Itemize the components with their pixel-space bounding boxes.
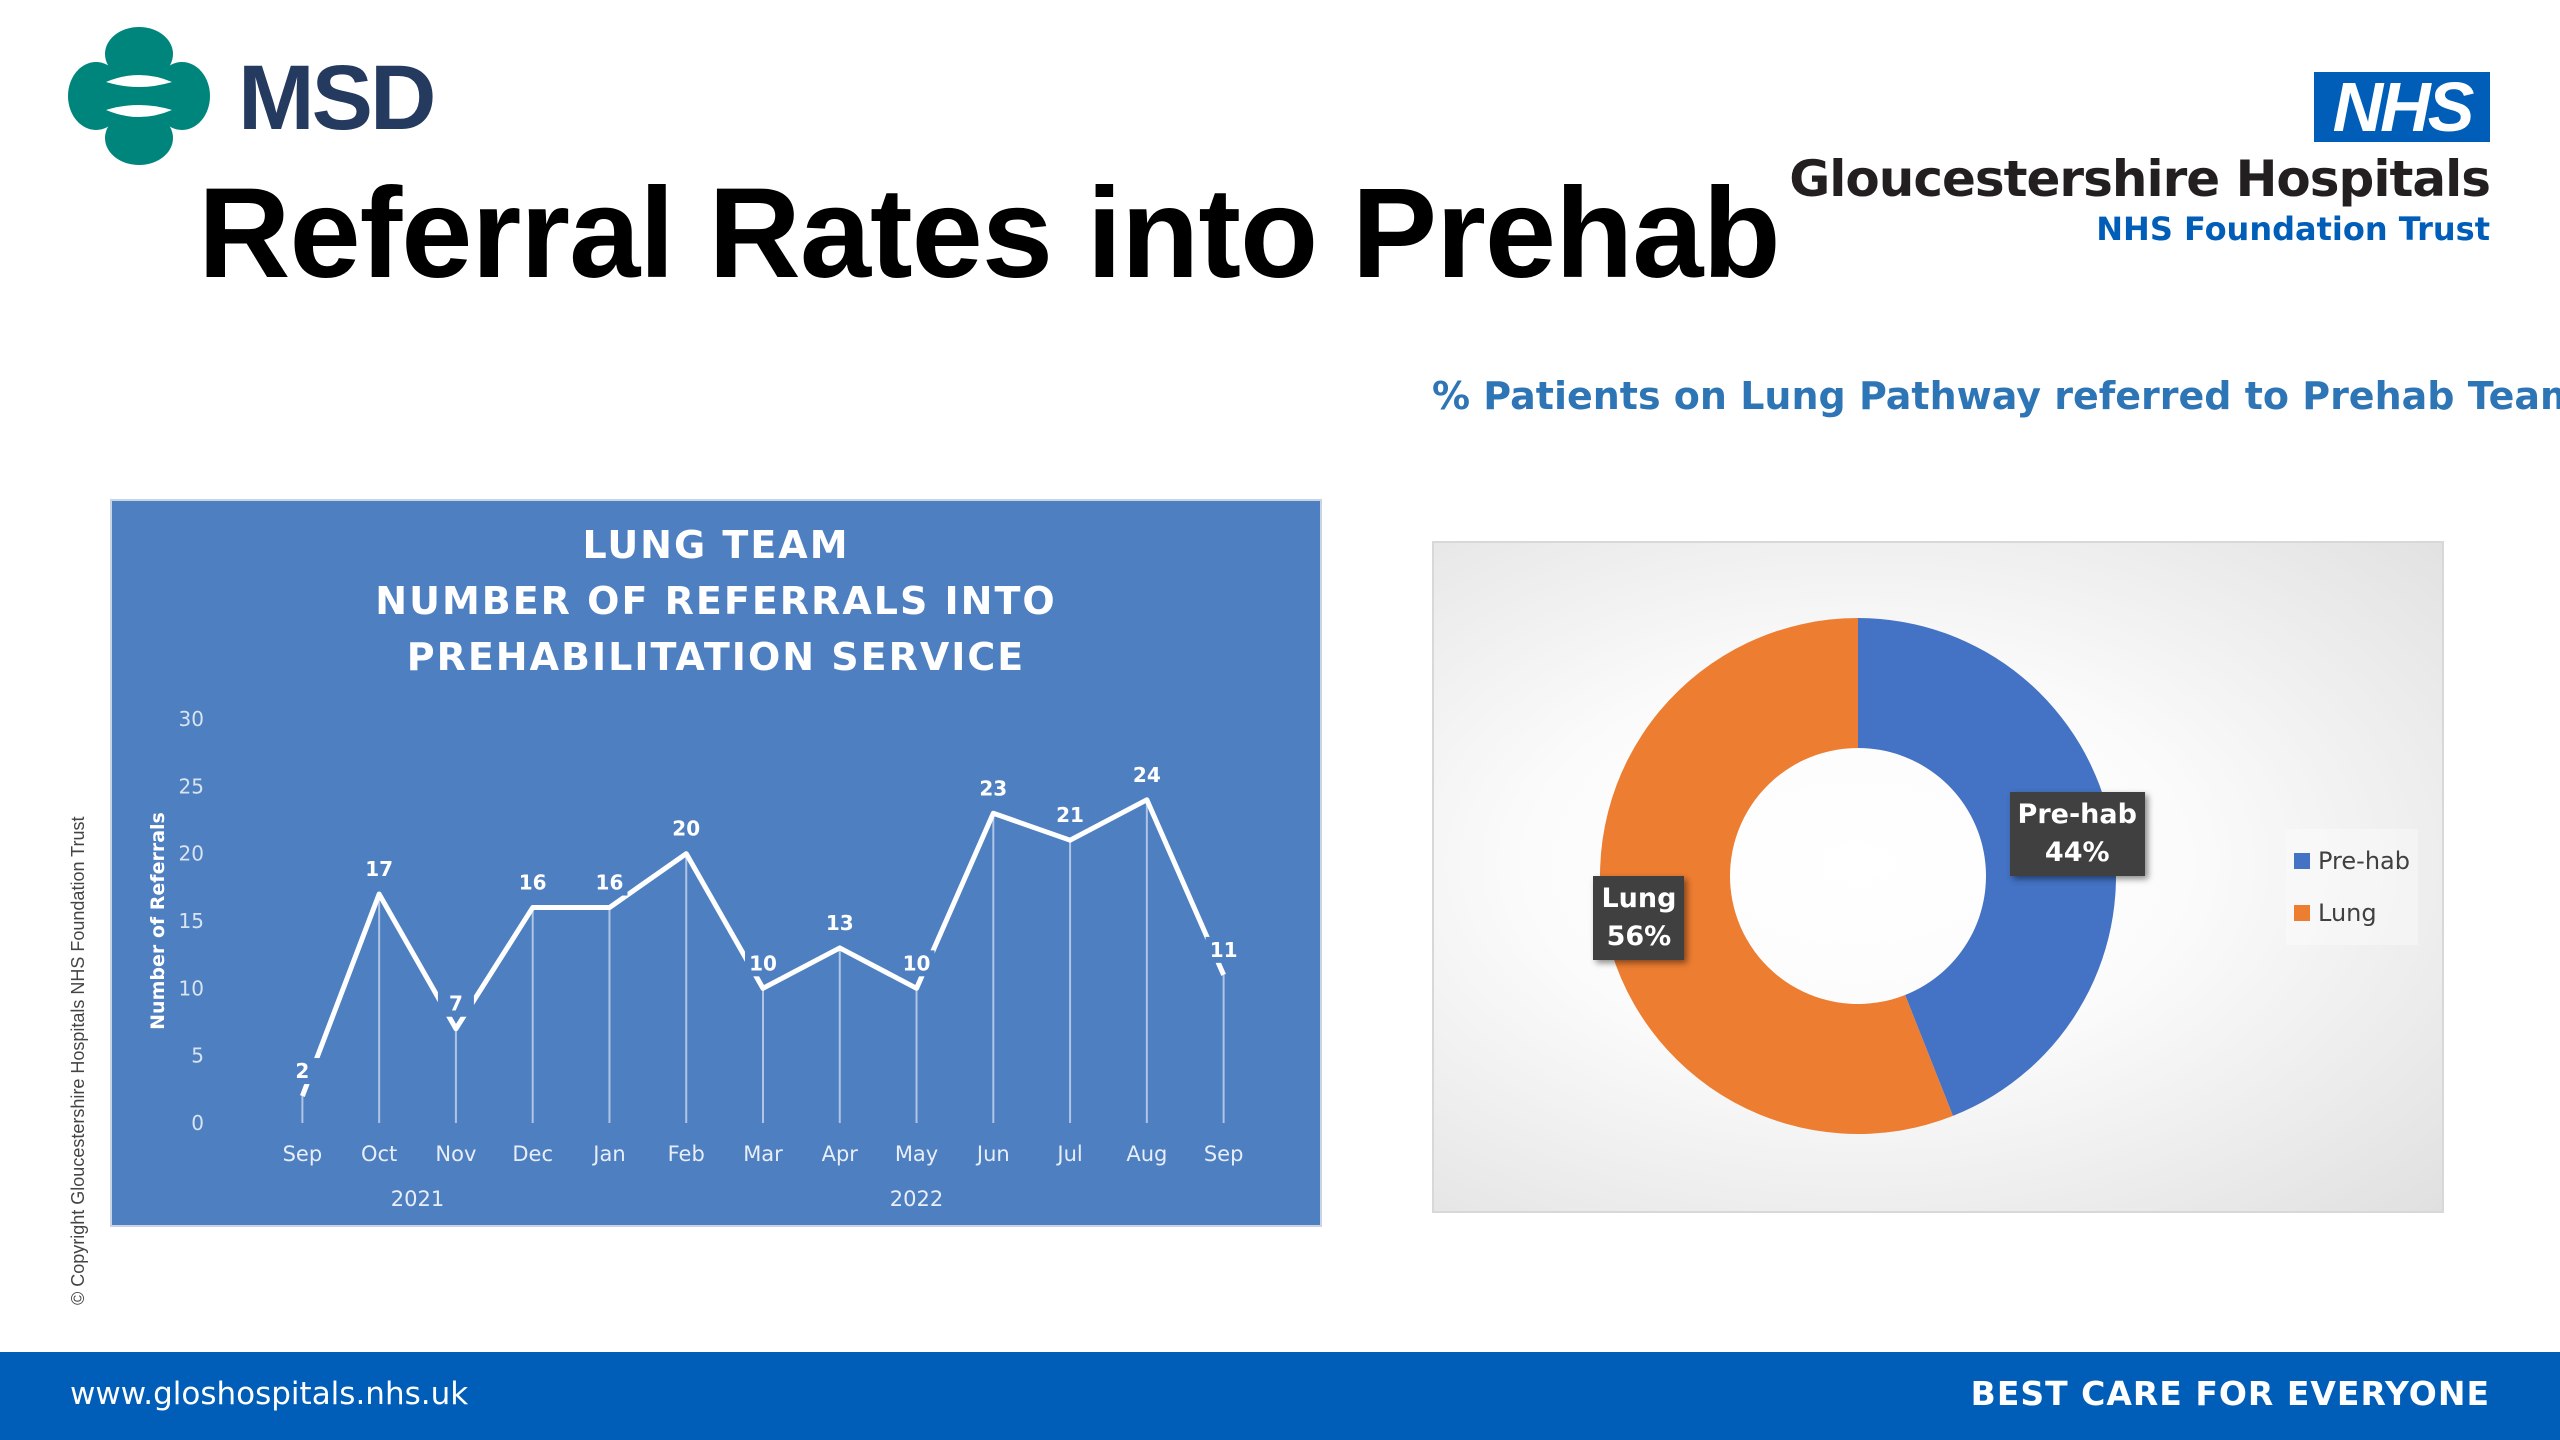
msd-logo-text: MSD — [238, 47, 436, 149]
y-tick-label: 0 — [191, 1111, 204, 1135]
x-tick-label: Nov — [435, 1142, 476, 1166]
legend-label: Lung — [2318, 899, 2377, 927]
legend-item: Pre-hab — [2294, 835, 2410, 887]
y-tick-label: 20 — [179, 842, 204, 866]
data-label-bg — [1052, 802, 1089, 829]
legend-item: Lung — [2294, 887, 2410, 939]
pie-chart-heading: % Patients on Lung Pathway referred to P… — [1432, 374, 2560, 418]
data-label-bg — [284, 1058, 321, 1085]
data-label: 10 — [903, 951, 931, 975]
data-label-bg — [1205, 936, 1242, 963]
footer-bar: www.gloshospitals.nhs.uk BEST CARE FOR E… — [0, 1352, 2560, 1440]
copyright-notice: © Copyright Gloucestershire Hospitals NH… — [68, 816, 88, 1305]
data-label: 16 — [596, 871, 624, 895]
y-tick-label: 10 — [179, 976, 204, 1000]
y-tick-label: 25 — [179, 774, 204, 798]
x-tick-label: Mar — [743, 1142, 783, 1166]
x-tick-label: Apr — [822, 1142, 859, 1166]
legend-swatch — [2294, 853, 2310, 869]
doughnut-chart — [1599, 618, 2116, 1134]
line-chart: 0 5 10 15 20 25 30 Number of Referrals 2 17 7 16 16 2… — [147, 707, 1244, 1211]
x-tick-label: Jul — [1055, 1142, 1082, 1166]
x-tick-label: Oct — [361, 1142, 397, 1166]
x-tick-label: Dec — [512, 1142, 553, 1166]
y-axis-title: Number of Referrals — [147, 812, 169, 1030]
footer-url[interactable]: www.gloshospitals.nhs.uk — [70, 1376, 469, 1412]
doughnut-data-label: Pre-hab 44% — [2009, 792, 2145, 877]
legend-label: Pre-hab — [2318, 847, 2410, 875]
data-label-bg — [821, 909, 858, 936]
data-label: 16 — [519, 871, 547, 895]
doughnut-slice-pre-hab — [1858, 618, 2116, 1116]
data-label-bg — [975, 775, 1012, 802]
x-tick-label: Feb — [668, 1142, 705, 1166]
line-chart-panel: LUNG TEAM NUMBER OF REFERRALS INTO PREHA… — [110, 499, 1322, 1227]
data-label: 7 — [449, 992, 463, 1016]
x-tick-label: Jun — [975, 1142, 1010, 1166]
nhs-logo: NHS — [2314, 72, 2490, 142]
x-group-label: 2021 — [391, 1187, 444, 1211]
x-tick-label: May — [895, 1142, 938, 1166]
data-label: 2 — [295, 1059, 309, 1083]
y-tick-label: 5 — [191, 1044, 204, 1068]
series-line-referrals — [300, 797, 1226, 1097]
data-label-bg — [591, 869, 628, 896]
x-tick-label: Sep — [1204, 1142, 1244, 1166]
doughnut-slice-lung — [1599, 618, 1953, 1134]
data-label: 24 — [1133, 763, 1161, 787]
y-tick-label: 30 — [179, 707, 204, 731]
data-label: 13 — [826, 911, 854, 935]
x-tick-label: Jan — [591, 1142, 625, 1166]
data-label: 10 — [749, 951, 777, 975]
data-label: 23 — [979, 776, 1007, 800]
trust-name: Gloucestershire Hospitals — [1789, 150, 2491, 208]
legend-swatch — [2294, 905, 2310, 921]
trust-subtitle: NHS Foundation Trust — [2096, 210, 2490, 248]
data-label-bg — [745, 950, 781, 977]
data-label-bg — [437, 990, 474, 1017]
page-title: Referral Rates into Prehab — [198, 162, 1781, 305]
msd-logo-icon — [68, 27, 210, 165]
y-tick-label: 15 — [179, 909, 204, 933]
line-chart-title-line-3: PREHABILITATION SERVICE — [406, 635, 1026, 679]
data-label-bg — [1128, 761, 1165, 788]
x-tick-label: Aug — [1126, 1142, 1167, 1166]
doughnut-legend: Pre-hab Lung — [2286, 829, 2418, 945]
x-group-label: 2022 — [890, 1187, 943, 1211]
data-label: 21 — [1056, 803, 1084, 827]
line-chart-title-line-2: NUMBER OF REFERRALS INTO — [375, 579, 1057, 623]
line-chart-title-line-1: LUNG TEAM — [582, 523, 850, 567]
data-label-bg — [514, 869, 551, 896]
data-label-bg — [898, 950, 935, 977]
x-tick-label: Sep — [283, 1142, 323, 1166]
data-label: 17 — [365, 857, 393, 881]
data-label-bg — [668, 815, 705, 842]
data-label: 11 — [1210, 938, 1238, 962]
data-label-bg — [361, 856, 398, 883]
doughnut-chart-panel: Pre-hab Lung Pre-hab 44% Lung 56% — [1432, 541, 2444, 1213]
data-label: 20 — [672, 817, 700, 841]
doughnut-data-label: Lung 56% — [1593, 875, 1685, 960]
footer-tagline: BEST CARE FOR EVERYONE — [1970, 1374, 2490, 1413]
